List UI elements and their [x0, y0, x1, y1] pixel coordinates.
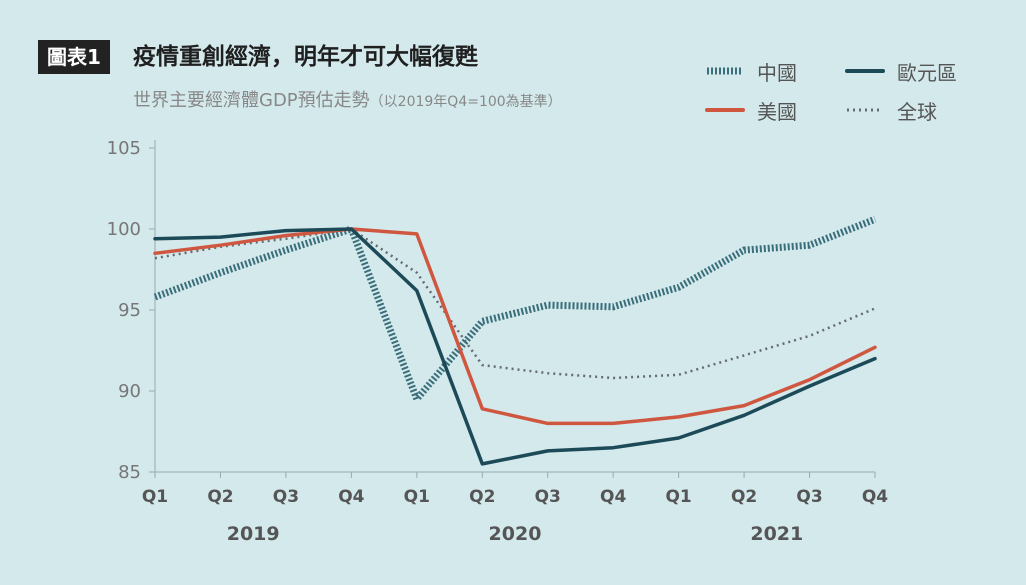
- legend-item-eurozone: 歐元區: [845, 57, 957, 85]
- legend-swatch-china: [707, 67, 743, 75]
- x-tick-label: Q2: [731, 487, 757, 507]
- chart-badge: 圖表1: [38, 40, 110, 74]
- y-tick-label: 95: [118, 300, 141, 321]
- legend-label-eurozone: 歐元區: [897, 60, 957, 85]
- x-tick-label: Q4: [338, 487, 364, 507]
- x-tick-label: Q3: [535, 487, 561, 507]
- x-tick-label: Q1: [142, 487, 168, 507]
- legend: 中國 歐元區 美國 全球: [705, 57, 1015, 127]
- year-label: 2021: [750, 523, 803, 545]
- series-line-eurozone: [153, 227, 877, 466]
- y-tick-label: 100: [107, 219, 141, 240]
- year-label: 2019: [227, 523, 280, 545]
- x-tick-label: Q4: [862, 487, 888, 507]
- series-line-global: [154, 227, 876, 380]
- x-tick-label: Q1: [404, 487, 430, 507]
- year-label: 2020: [489, 523, 542, 545]
- x-tick-label: Q2: [469, 487, 495, 507]
- x-tick-label: Q3: [273, 487, 299, 507]
- y-tick-label: 105: [107, 138, 141, 159]
- series-line-usa: [153, 227, 877, 426]
- x-tick-label: Q2: [207, 487, 233, 507]
- x-tick-label: Q4: [600, 487, 626, 507]
- legend-item-china: 中國: [705, 57, 797, 85]
- chart-title: 疫情重創經濟，明年才可大幅復甦: [133, 44, 478, 70]
- legend-swatch-usa: [705, 108, 745, 112]
- y-tick-label: 85: [118, 462, 141, 483]
- subtitle-text: 世界主要經濟體GDP預估走勢: [133, 90, 370, 111]
- legend-label-global: 全球: [897, 99, 937, 124]
- legend-item-usa: 美國: [705, 96, 797, 124]
- x-tick-label: Q3: [796, 487, 822, 507]
- series-line-china: [153, 216, 877, 406]
- legend-item-global: 全球: [845, 96, 937, 124]
- x-tick-label: Q1: [665, 487, 691, 507]
- subtitle-note: （以2019年Q4=100為基準）: [369, 94, 562, 110]
- y-tick-label: 90: [118, 381, 141, 402]
- legend-label-china: 中國: [757, 60, 797, 85]
- legend-swatch-eurozone: [845, 69, 885, 73]
- chart-subtitle: 世界主要經濟體GDP預估走勢（以2019年Q4=100為基準）: [133, 89, 562, 114]
- legend-label-usa: 美國: [757, 99, 797, 124]
- legend-swatch-global: [847, 108, 883, 112]
